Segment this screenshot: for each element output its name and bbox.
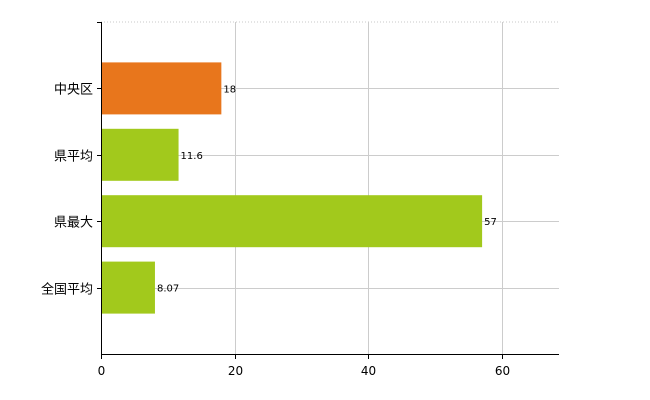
bar <box>101 261 155 314</box>
x-tick-label: 60 <box>495 364 510 378</box>
category-label: 全国平均 <box>41 282 93 298</box>
data-label: 8.07 <box>157 284 179 295</box>
bar <box>101 62 222 115</box>
category-label: 中央区 <box>54 83 93 98</box>
category-label: 県最大 <box>54 216 93 231</box>
bar <box>101 195 483 248</box>
x-tick-label: 40 <box>361 364 376 378</box>
data-label: 18 <box>223 84 236 95</box>
data-label: 11.6 <box>181 151 203 162</box>
bar <box>101 128 179 181</box>
category-label: 県平均 <box>54 150 93 165</box>
axis-layer <box>97 22 559 359</box>
x-tick-label: 0 <box>98 364 106 378</box>
bar-layer <box>101 62 483 314</box>
data-label: 57 <box>484 217 497 228</box>
x-tick-label: 20 <box>228 364 243 378</box>
